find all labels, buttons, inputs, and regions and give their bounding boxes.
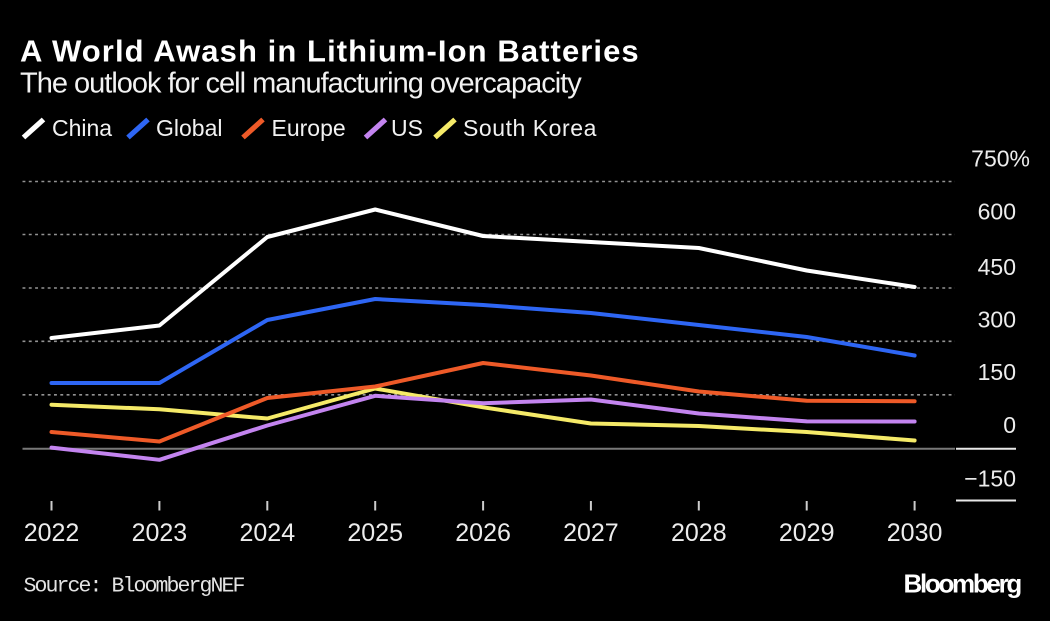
svg-text:2029: 2029 [779,519,835,547]
svg-text:China: China [52,115,112,141]
svg-text:300: 300 [978,307,1016,333]
svg-text:450: 450 [978,254,1016,280]
svg-text:Bloomberg: Bloomberg [903,569,1021,599]
svg-text:2025: 2025 [347,519,403,547]
svg-text:The outlook for cell manufactu: The outlook for cell manufacturing overc… [20,68,582,100]
svg-text:Source: BloombergNEF: Source: BloombergNEF [24,575,245,599]
svg-text:2023: 2023 [132,519,188,547]
svg-text:Global: Global [156,115,222,141]
svg-text:0: 0 [1003,412,1016,438]
svg-text:2027: 2027 [563,519,619,547]
svg-text:A World Awash in Lithium-Ion B: A World Awash in Lithium-Ion Batteries [20,34,640,69]
svg-text:2028: 2028 [671,519,727,547]
svg-text:US: US [391,115,423,141]
svg-text:2022: 2022 [24,519,80,547]
svg-text:Europe: Europe [272,115,346,141]
svg-text:2026: 2026 [455,519,511,547]
svg-text:−150: −150 [964,466,1016,492]
svg-text:150: 150 [978,359,1016,385]
svg-text:South Korea: South Korea [463,115,597,141]
svg-text:2024: 2024 [239,519,295,547]
svg-text:2030: 2030 [887,519,943,547]
svg-text:600: 600 [978,199,1016,225]
svg-text:750%: 750% [971,146,1030,172]
